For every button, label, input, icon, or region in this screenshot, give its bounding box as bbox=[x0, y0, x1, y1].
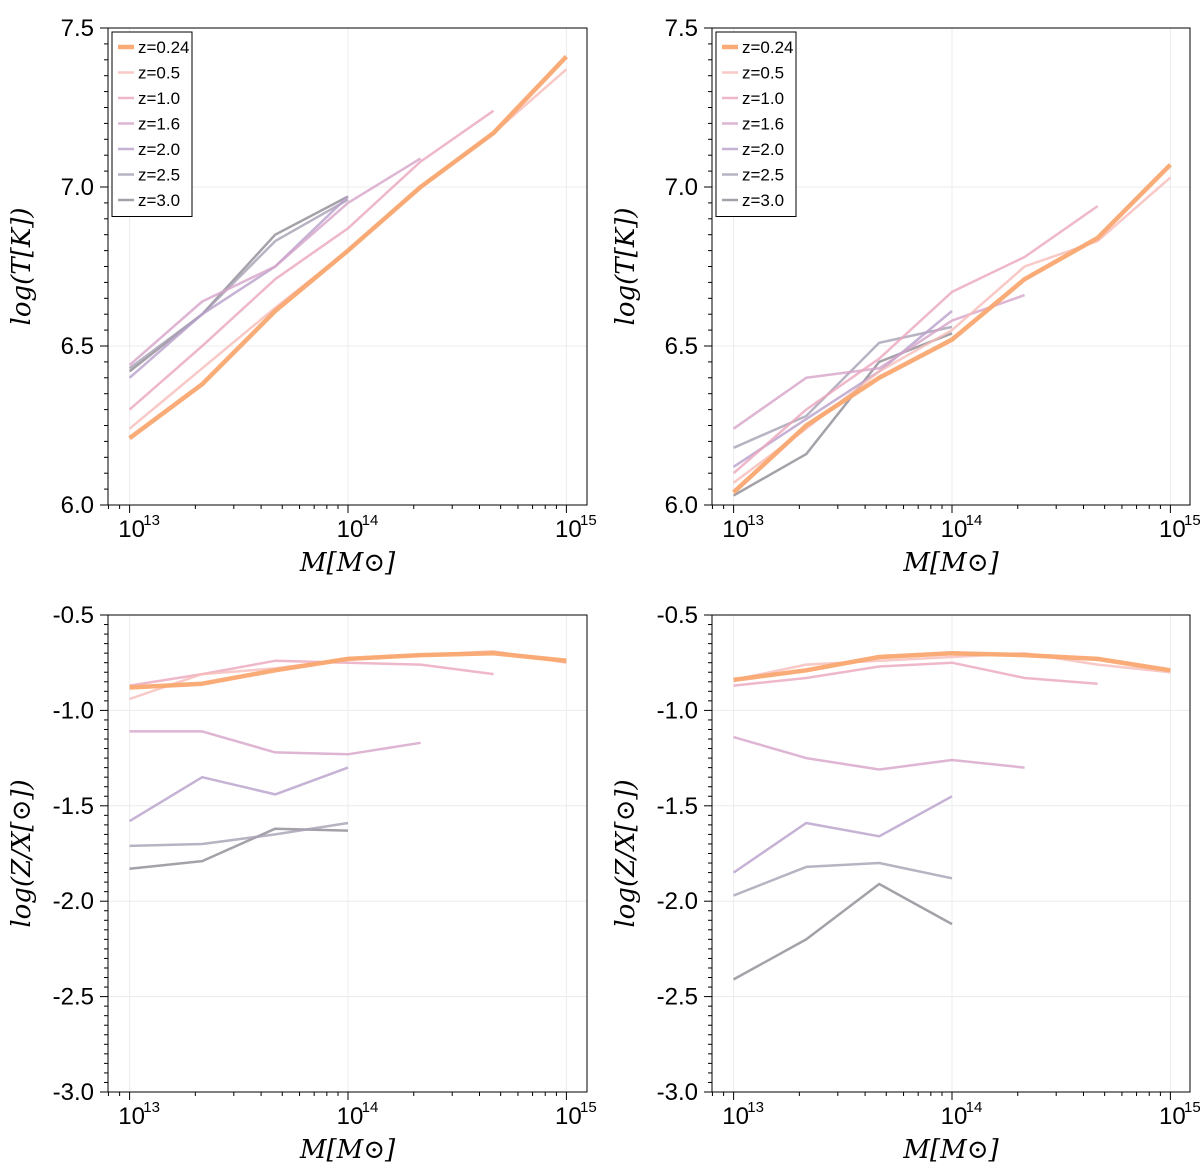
y-tick-label: -1.0 bbox=[53, 697, 94, 724]
x-axis-label: M[M⊙] bbox=[299, 1135, 396, 1165]
legend-entry-label: z=1.6 bbox=[742, 115, 784, 134]
x-tick-exponent: 15 bbox=[1184, 512, 1200, 529]
series-line-z-2-5 bbox=[733, 325, 953, 449]
x-tick-exponent: 13 bbox=[747, 512, 764, 529]
y-tick-label: -0.5 bbox=[657, 602, 698, 629]
x-tick-label: 10 bbox=[1159, 516, 1186, 543]
series-line-z-1-0 bbox=[129, 659, 494, 687]
series-line-z-3-0 bbox=[732, 882, 953, 981]
series-line-z-1-6 bbox=[733, 735, 1025, 771]
series-line-z-1-6 bbox=[129, 730, 421, 756]
series-line-z-0-5 bbox=[733, 651, 1171, 682]
series-line-z-3-0 bbox=[129, 827, 349, 871]
series-line-z-2-0 bbox=[732, 795, 953, 874]
legend-entry-label: z=1.0 bbox=[742, 89, 784, 108]
series-line-z-0-24 bbox=[732, 163, 1172, 494]
y-tick-label: 7.0 bbox=[665, 174, 698, 201]
y-tick-label: 6.5 bbox=[61, 333, 94, 360]
x-axis-label: M[M⊙] bbox=[299, 548, 396, 578]
legend-entry-label: z=2.5 bbox=[138, 166, 180, 185]
x-tick-exponent: 13 bbox=[747, 1099, 764, 1116]
y-tick-label: -2.0 bbox=[53, 888, 94, 915]
plot-frame bbox=[711, 614, 1191, 1093]
x-axis-label: M[M⊙] bbox=[902, 1135, 999, 1165]
x-axis-label: M[M⊙] bbox=[902, 548, 999, 578]
x-tick-exponent: 15 bbox=[580, 1099, 597, 1116]
legend-entry-label: z=0.5 bbox=[742, 64, 784, 83]
y-tick-label: 7.0 bbox=[61, 174, 94, 201]
x-tick-exponent: 15 bbox=[1184, 1099, 1200, 1116]
series-line-z-0-24 bbox=[733, 650, 1171, 683]
y-tick-label: 6.0 bbox=[61, 492, 94, 519]
x-tick-exponent: 14 bbox=[362, 1099, 379, 1116]
y-tick-label: 6.5 bbox=[665, 333, 698, 360]
x-tick-label: 10 bbox=[118, 1103, 145, 1130]
y-tick-label: -2.5 bbox=[657, 984, 698, 1011]
y-tick-label: -2.5 bbox=[53, 984, 94, 1011]
series-line-z-2-5 bbox=[733, 861, 953, 897]
x-tick-label: 10 bbox=[118, 516, 145, 543]
series-line-z-0-24 bbox=[128, 55, 569, 441]
x-tick-exponent: 14 bbox=[362, 512, 379, 529]
legend: z=0.24 z=0.5 z=1.0 z=1.6 z=2.0 z=2.5 z=3.0 bbox=[111, 31, 193, 217]
series-line-z-1-0 bbox=[733, 661, 1098, 687]
legend-entry-label: z=0.5 bbox=[138, 64, 180, 83]
x-tick-label: 10 bbox=[722, 1103, 749, 1130]
legend-entry-label: z=0.24 bbox=[138, 38, 190, 57]
series-line-z-0-24 bbox=[129, 650, 567, 690]
legend-entry-label: z=2.0 bbox=[138, 140, 180, 159]
series-line-z-1-0 bbox=[732, 205, 1099, 475]
series-line-z-0-5 bbox=[732, 176, 1172, 484]
series-line-z-1-0 bbox=[128, 109, 495, 411]
y-tick-label: 7.5 bbox=[665, 15, 698, 42]
x-tick-label: 10 bbox=[555, 1103, 582, 1130]
y-tick-label: -3.0 bbox=[657, 1079, 698, 1106]
x-tick-label: 10 bbox=[941, 1103, 968, 1130]
series-line-z-2-0 bbox=[128, 195, 349, 379]
series-line-z-2-5 bbox=[128, 198, 349, 370]
series-line-z-1-6 bbox=[128, 157, 422, 367]
y-tick-label: -3.0 bbox=[53, 1079, 94, 1106]
x-tick-label: 10 bbox=[555, 516, 582, 543]
y-axis-label: log(Z/X[⊙]) bbox=[7, 779, 37, 927]
legend-entry-label: z=2.5 bbox=[742, 166, 784, 185]
series-line-z-2-5 bbox=[129, 821, 349, 848]
x-tick-label: 10 bbox=[941, 516, 968, 543]
y-axis-label: log(T[K]) bbox=[7, 208, 37, 326]
x-tick-exponent: 13 bbox=[143, 512, 160, 529]
y-tick-label: -1.5 bbox=[657, 793, 698, 820]
legend-entry-label: z=3.0 bbox=[742, 191, 784, 210]
y-tick-label: -1.0 bbox=[657, 697, 698, 724]
legend: z=0.24 z=0.5 z=1.0 z=1.6 z=2.0 z=2.5 z=3.0 bbox=[715, 31, 797, 217]
x-tick-exponent: 14 bbox=[966, 512, 983, 529]
legend-entry-label: z=1.6 bbox=[138, 115, 180, 134]
x-tick-label: 10 bbox=[1159, 1103, 1186, 1130]
series-line-z-3-0 bbox=[732, 332, 953, 497]
y-tick-label: -2.0 bbox=[657, 888, 698, 915]
x-tick-exponent: 13 bbox=[143, 1099, 160, 1116]
x-tick-exponent: 14 bbox=[966, 1099, 983, 1116]
y-axis-label: log(T[K]) bbox=[611, 208, 641, 326]
legend-entry-label: z=2.0 bbox=[742, 140, 784, 159]
x-tick-label: 10 bbox=[337, 516, 364, 543]
legend-entry-label: z=0.24 bbox=[742, 38, 794, 57]
series-line-z-2-0 bbox=[128, 766, 349, 823]
y-axis-label: log(Z/X[⊙]) bbox=[611, 779, 641, 927]
y-tick-label: -0.5 bbox=[53, 602, 94, 629]
y-tick-label: -1.5 bbox=[53, 793, 94, 820]
x-tick-label: 10 bbox=[722, 516, 749, 543]
y-tick-label: 6.0 bbox=[665, 492, 698, 519]
y-tick-label: 7.5 bbox=[61, 15, 94, 42]
legend-entry-label: z=3.0 bbox=[138, 191, 180, 210]
x-tick-exponent: 15 bbox=[580, 512, 597, 529]
x-tick-label: 10 bbox=[337, 1103, 364, 1130]
legend-entry-label: z=1.0 bbox=[138, 89, 180, 108]
series-line-z-1-6 bbox=[732, 293, 1026, 430]
